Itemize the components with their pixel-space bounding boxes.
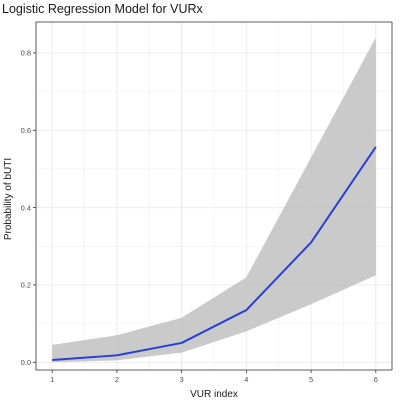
series-line — [52, 146, 377, 361]
confidence-band-layer — [52, 37, 376, 363]
x-tick-label: 6 — [374, 375, 378, 384]
x-tick-label: 4 — [244, 375, 248, 384]
y-tick-label: 0.8 — [21, 49, 31, 58]
y-axis-title: Probability of bUTI — [3, 158, 14, 240]
x-tick-label: 2 — [115, 375, 119, 384]
x-tick-label: 1 — [50, 375, 54, 384]
x-axis-title: VUR index — [190, 389, 238, 400]
series-line-layer — [52, 146, 377, 361]
x-tick-label: 3 — [180, 375, 184, 384]
y-tick-label: 0.0 — [21, 358, 31, 367]
x-tick-label: 5 — [309, 375, 313, 384]
y-axis-ticks: 0.0 0.2 0.4 0.6 0.8 — [21, 49, 36, 367]
y-tick-label: 0.2 — [21, 281, 31, 290]
chart-title: Logistic Regression Model for VURx — [2, 2, 204, 16]
panel-border — [35, 21, 393, 371]
confidence-band — [52, 37, 376, 363]
y-tick-label: 0.6 — [21, 126, 31, 135]
x-axis-ticks: 1 2 3 4 5 6 — [50, 370, 378, 384]
y-tick-label: 0.4 — [21, 203, 31, 212]
